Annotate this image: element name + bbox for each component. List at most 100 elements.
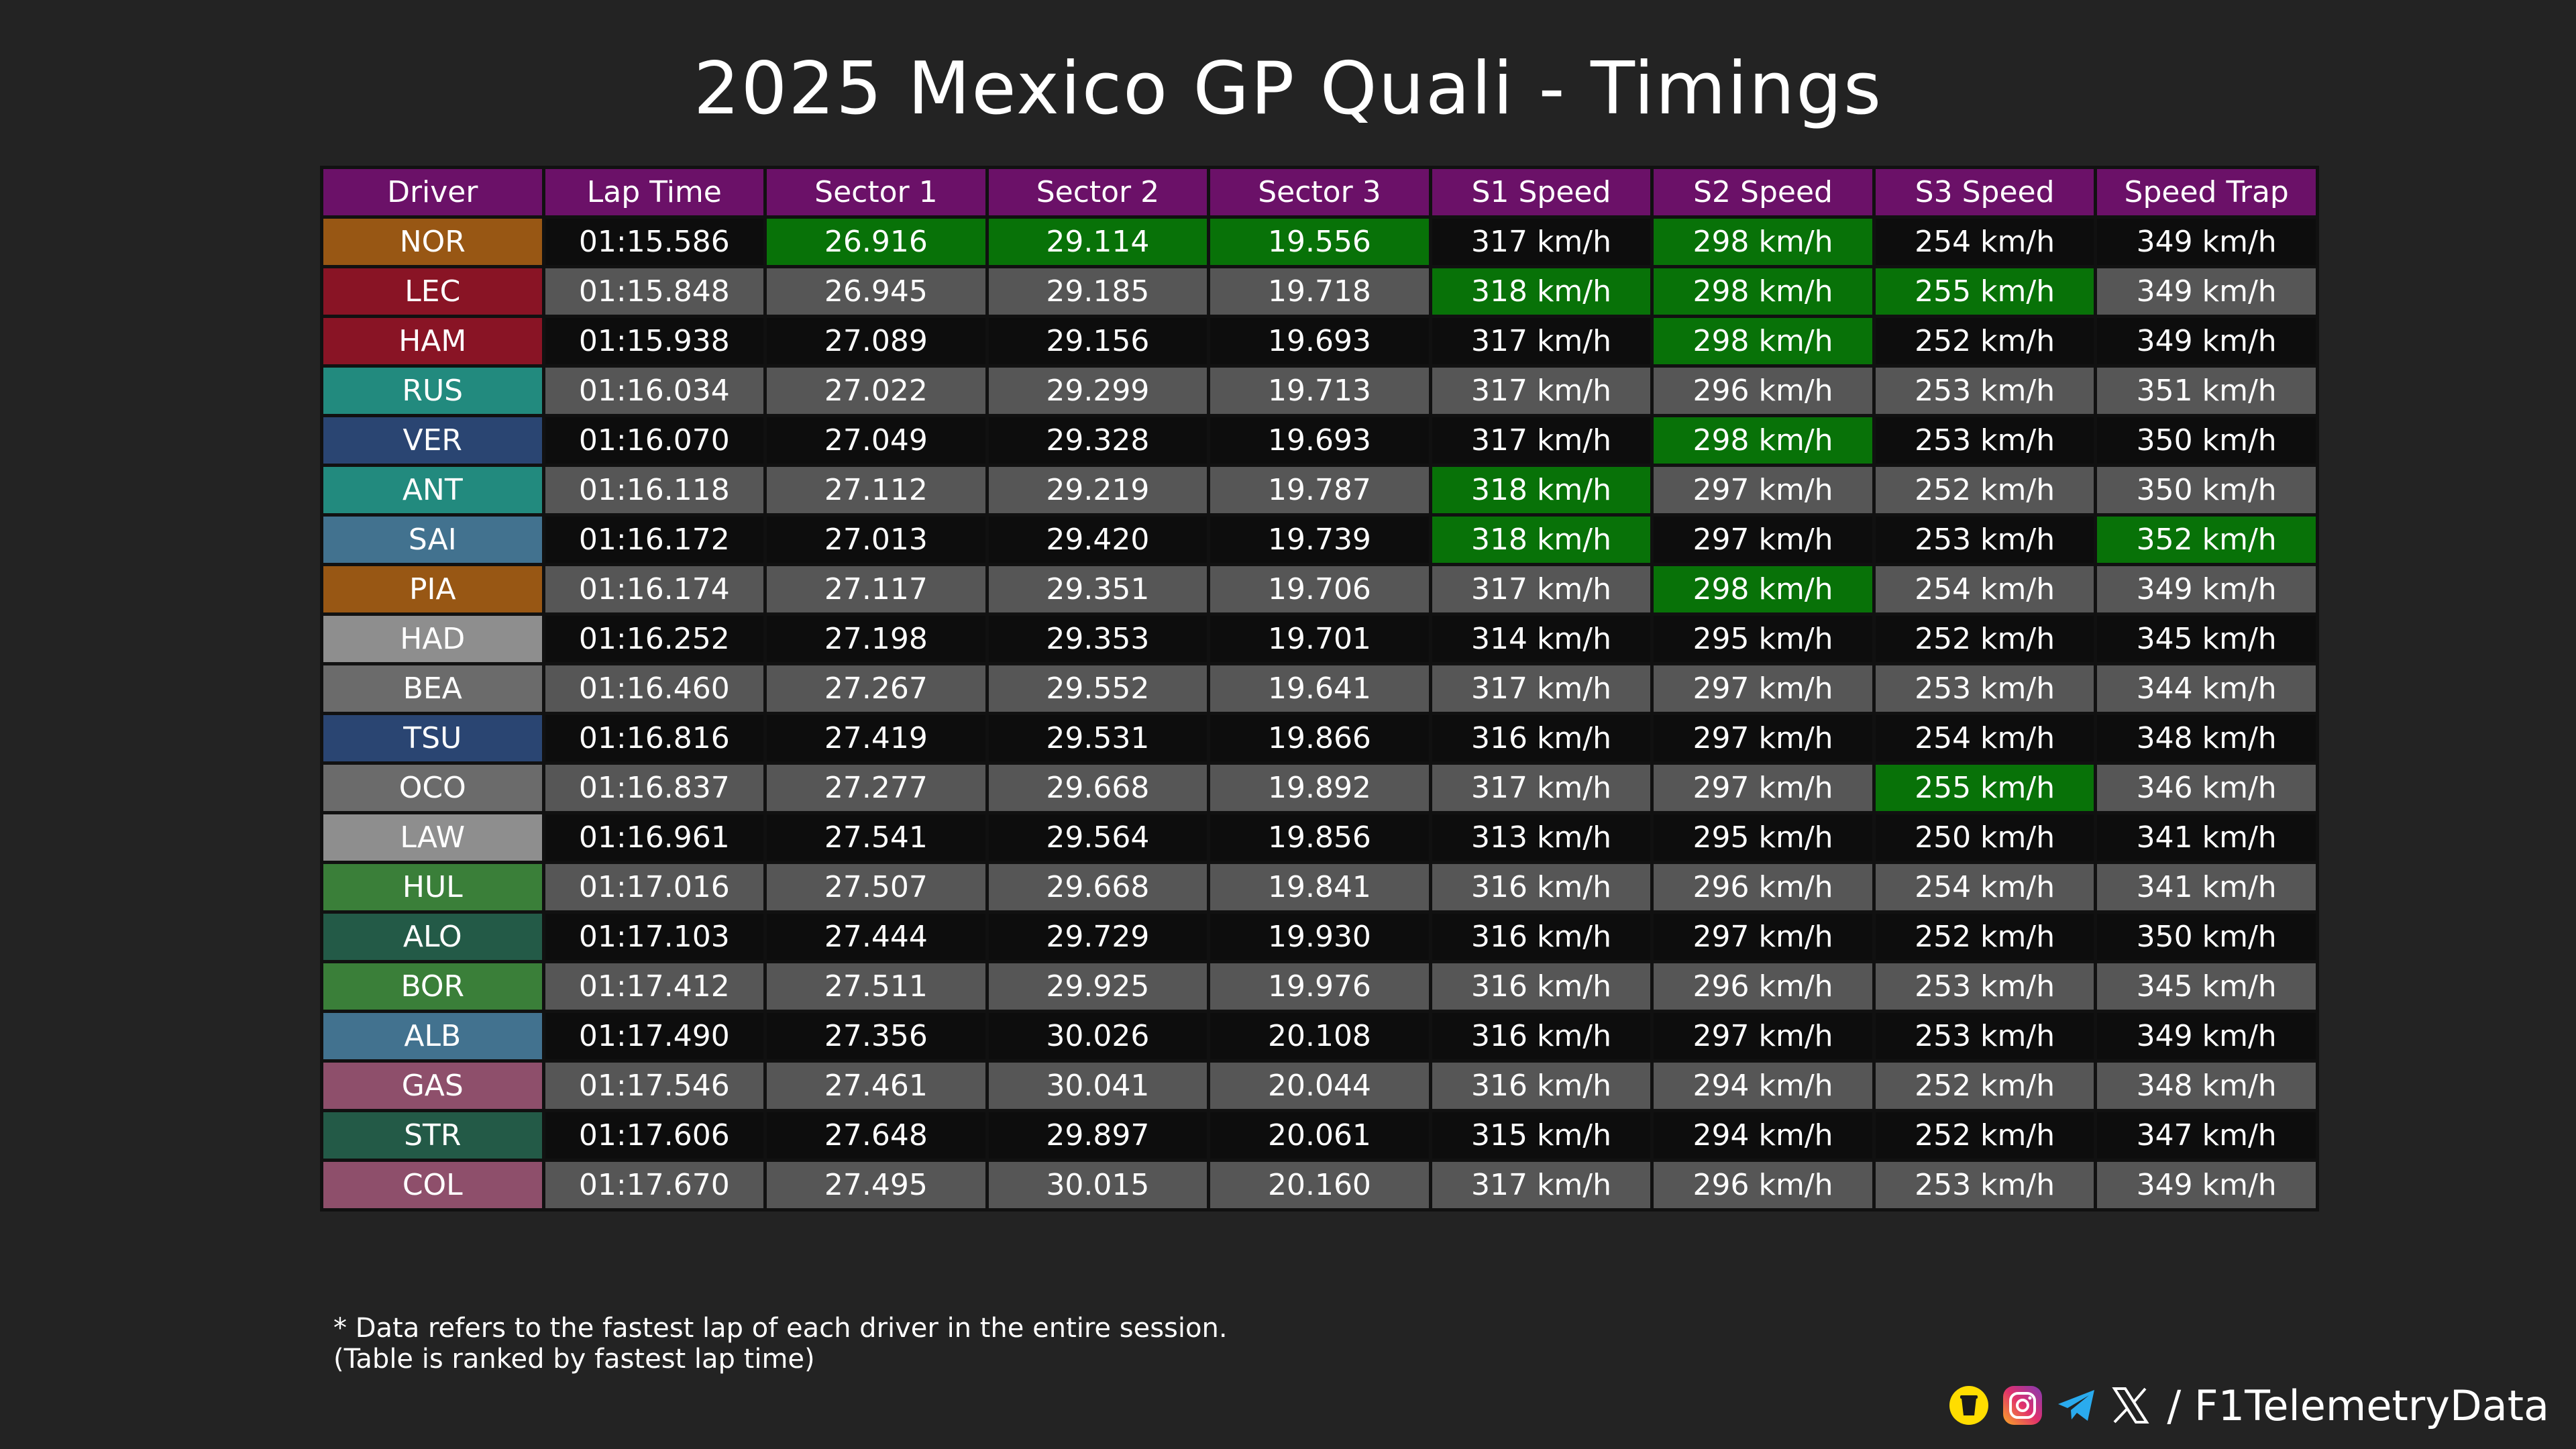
table-cell: 19.856: [1207, 811, 1432, 864]
table-cell: 350 km/h: [2094, 414, 2319, 467]
table-cell: 351 km/h: [2094, 364, 2319, 417]
table-cell: 345 km/h: [2094, 960, 2319, 1013]
table-cell: 314 km/h: [1428, 612, 1654, 665]
table-cell: 29.353: [985, 612, 1211, 665]
table-cell: 348 km/h: [2094, 1059, 2319, 1112]
table-cell: 253 km/h: [1872, 364, 2098, 417]
table-cell: 19.713: [1207, 364, 1432, 417]
table-cell: 27.117: [763, 563, 989, 616]
table-cell: 253 km/h: [1872, 513, 2098, 566]
table-cell: 01:16.174: [541, 563, 767, 616]
table-cell: 296 km/h: [1650, 1159, 1876, 1212]
table-cell: 253 km/h: [1872, 414, 2098, 467]
table-cell: 347 km/h: [2094, 1109, 2319, 1162]
driver-cell: RUS: [320, 364, 545, 417]
table-cell: 29.420: [985, 513, 1211, 566]
best-value-cell: 298 km/h: [1650, 563, 1876, 616]
table-cell: 19.641: [1207, 662, 1432, 715]
table-cell: 01:17.103: [541, 910, 767, 963]
table-cell: 19.930: [1207, 910, 1432, 963]
table-cell: 19.739: [1207, 513, 1432, 566]
driver-cell: TSU: [320, 712, 545, 765]
buymeacoffee-icon[interactable]: [1948, 1385, 1990, 1426]
table-cell: 350 km/h: [2094, 464, 2319, 517]
table-cell: 317 km/h: [1428, 215, 1654, 268]
footnote-line-2: (Table is ranked by fastest lap time): [333, 1344, 815, 1375]
table-cell: 297 km/h: [1650, 1010, 1876, 1063]
telegram-icon[interactable]: [2055, 1385, 2097, 1426]
table-cell: 349 km/h: [2094, 1159, 2319, 1212]
table-cell: 29.156: [985, 315, 1211, 368]
table-cell: 27.507: [763, 861, 989, 914]
best-value-cell: 298 km/h: [1650, 215, 1876, 268]
table-cell: 27.022: [763, 364, 989, 417]
table-cell: 346 km/h: [2094, 761, 2319, 814]
table-cell: 29.351: [985, 563, 1211, 616]
driver-cell: NOR: [320, 215, 545, 268]
table-cell: 345 km/h: [2094, 612, 2319, 665]
table-cell: 253 km/h: [1872, 960, 2098, 1013]
table-cell: 30.026: [985, 1010, 1211, 1063]
social-bar: / F1TelemetryData: [1948, 1381, 2549, 1430]
table-cell: 349 km/h: [2094, 563, 2319, 616]
driver-cell: HAD: [320, 612, 545, 665]
table-cell: 01:16.034: [541, 364, 767, 417]
driver-cell: HUL: [320, 861, 545, 914]
table-cell: 317 km/h: [1428, 315, 1654, 368]
driver-cell: LAW: [320, 811, 545, 864]
table-cell: 20.108: [1207, 1010, 1432, 1063]
best-value-cell: 19.556: [1207, 215, 1432, 268]
table-cell: 344 km/h: [2094, 662, 2319, 715]
table-cell: 29.668: [985, 861, 1211, 914]
driver-cell: VER: [320, 414, 545, 467]
table-row: BEA 01:16.460 27.267 29.552 19.641 317 km/h 29…: [320, 662, 2319, 715]
column-header: Sector 2: [985, 166, 1211, 219]
table-row: ALO 01:17.103 27.444 29.729 19.930 316 km/h 29…: [320, 910, 2319, 963]
x-icon[interactable]: [2109, 1385, 2151, 1426]
table-cell: 296 km/h: [1650, 960, 1876, 1013]
table-cell: 01:17.546: [541, 1059, 767, 1112]
table-cell: 27.648: [763, 1109, 989, 1162]
table-cell: 01:16.961: [541, 811, 767, 864]
table-cell: 27.511: [763, 960, 989, 1013]
table-row: HAD 01:16.252 27.198 29.353 19.701 314 km/h 29…: [320, 612, 2319, 665]
table-header-row: Driver Lap Time Sector 1 Sector 2 Sector 3 S1…: [320, 166, 2319, 219]
table-cell: 27.419: [763, 712, 989, 765]
table-body: NOR 01:15.586 26.916 29.114 19.556 317 km/h 29…: [320, 215, 2319, 1212]
table-cell: 27.198: [763, 612, 989, 665]
table-cell: 341 km/h: [2094, 861, 2319, 914]
table-cell: 01:16.252: [541, 612, 767, 665]
table-cell: 252 km/h: [1872, 315, 2098, 368]
table-cell: 317 km/h: [1428, 364, 1654, 417]
table-row: ANT 01:16.118 27.112 29.219 19.787 318 km/h 29…: [320, 464, 2319, 517]
table-cell: 19.706: [1207, 563, 1432, 616]
table-cell: 01:17.412: [541, 960, 767, 1013]
table-cell: 30.041: [985, 1059, 1211, 1112]
table-cell: 297 km/h: [1650, 910, 1876, 963]
table-cell: 317 km/h: [1428, 761, 1654, 814]
table-cell: 29.552: [985, 662, 1211, 715]
table-cell: 348 km/h: [2094, 712, 2319, 765]
table-cell: 294 km/h: [1650, 1059, 1876, 1112]
table-cell: 19.976: [1207, 960, 1432, 1013]
table-cell: 27.112: [763, 464, 989, 517]
table-cell: 316 km/h: [1428, 1059, 1654, 1112]
driver-cell: OCO: [320, 761, 545, 814]
table-cell: 27.356: [763, 1010, 989, 1063]
table-cell: 27.461: [763, 1059, 989, 1112]
table-cell: 317 km/h: [1428, 1159, 1654, 1212]
table-cell: 317 km/h: [1428, 662, 1654, 715]
table-cell: 01:17.606: [541, 1109, 767, 1162]
table-row: TSU 01:16.816 27.419 29.531 19.866 316 km/h 29…: [320, 712, 2319, 765]
best-value-cell: 318 km/h: [1428, 265, 1654, 318]
instagram-icon[interactable]: [2002, 1385, 2043, 1426]
table-row: ALB 01:17.490 27.356 30.026 20.108 316 km/h 29…: [320, 1010, 2319, 1063]
social-handle[interactable]: / F1TelemetryData: [2167, 1381, 2549, 1430]
table-cell: 349 km/h: [2094, 215, 2319, 268]
table-row: SAI 01:16.172 27.013 29.420 19.739 318 km/h 29…: [320, 513, 2319, 566]
driver-cell: ALO: [320, 910, 545, 963]
table-cell: 26.945: [763, 265, 989, 318]
table-cell: 254 km/h: [1872, 215, 2098, 268]
footnote: * Data refers to the fastest lap of each…: [333, 1313, 1228, 1375]
best-value-cell: 29.114: [985, 215, 1211, 268]
